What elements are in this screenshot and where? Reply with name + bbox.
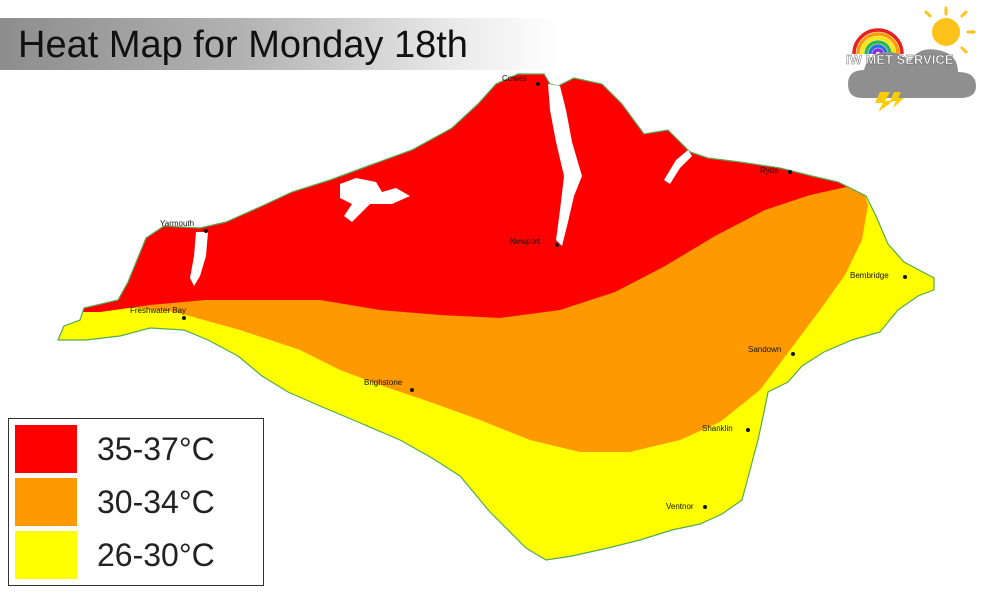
town-cowes: Cowes xyxy=(502,74,540,86)
legend-label: 30-34°C xyxy=(97,484,215,520)
legend-label: 26-30°C xyxy=(97,537,215,573)
town-bembridge: Bembridge xyxy=(850,271,907,280)
sun-icon xyxy=(924,6,976,54)
map-title: Heat Map for Monday 18th xyxy=(18,24,468,66)
cloud-icon xyxy=(848,49,976,98)
legend-swatch xyxy=(15,425,77,473)
weather-cloud-rainbow-sun-lightning-icon: IW MET SERVICE xyxy=(846,6,976,112)
legend-label: 35-37°C xyxy=(97,431,215,467)
svg-text:Yarmouth: Yarmouth xyxy=(160,219,194,228)
logo-text: IW MET SERVICE xyxy=(846,52,954,67)
medina-estuary xyxy=(548,84,582,246)
svg-text:Shanklin: Shanklin xyxy=(702,424,733,433)
legend-swatch xyxy=(15,531,77,579)
svg-text:Ventnor: Ventnor xyxy=(666,502,694,511)
town-brighstone: Brighstone xyxy=(364,378,414,392)
svg-text:Sandown: Sandown xyxy=(748,345,781,354)
lightning-icon xyxy=(875,92,893,112)
legend-swatch xyxy=(15,478,77,526)
legend: 35-37°C 30-34°C 26-30°C xyxy=(8,418,264,586)
town-ryde: Ryde xyxy=(760,166,792,175)
town-sandown: Sandown xyxy=(748,345,795,356)
rainbow-icon xyxy=(852,28,904,55)
legend-item-35-37: 35-37°C xyxy=(15,425,255,473)
svg-text:Brighstone: Brighstone xyxy=(364,378,403,387)
town-freshwater-bay: Freshwater Bay xyxy=(130,306,186,320)
svg-text:Newport: Newport xyxy=(510,237,541,246)
svg-text:Bembridge: Bembridge xyxy=(850,271,889,280)
svg-text:Ryde: Ryde xyxy=(760,166,779,175)
yar-estuary xyxy=(190,232,208,286)
town-yarmouth: Yarmouth xyxy=(160,219,208,233)
svg-text:Cowes: Cowes xyxy=(502,74,526,83)
wootton-creek xyxy=(664,150,692,184)
legend-item-30-34: 30-34°C xyxy=(15,478,255,526)
newtown-creek xyxy=(340,178,410,222)
title-bar: Heat Map for Monday 18th xyxy=(0,18,560,70)
legend-item-26-30: 26-30°C xyxy=(15,531,255,579)
town-ventnor: Ventnor xyxy=(666,502,707,511)
svg-text:Freshwater Bay: Freshwater Bay xyxy=(130,306,186,315)
town-newport: Newport xyxy=(510,237,559,247)
town-shanklin: Shanklin xyxy=(702,424,750,433)
